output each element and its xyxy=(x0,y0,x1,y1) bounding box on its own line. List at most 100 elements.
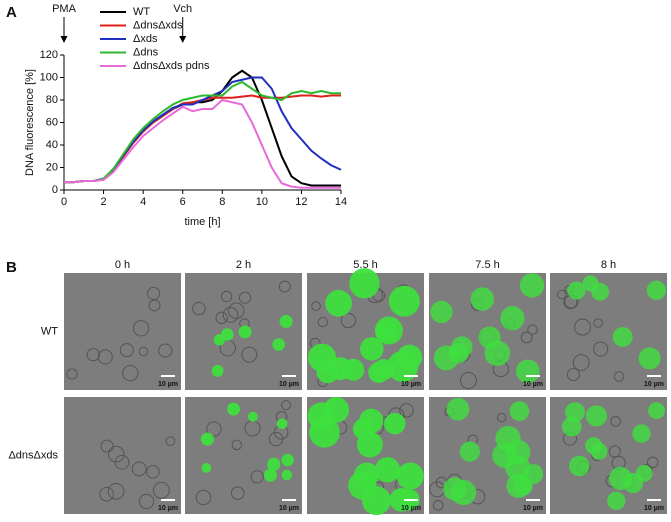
y-tick-label: 120 xyxy=(40,49,58,61)
scale-bar-label: 10 µm xyxy=(523,505,543,512)
cell xyxy=(278,280,291,293)
legend-label: ΔdnsΔxds pdns xyxy=(133,60,210,72)
series-line xyxy=(64,69,341,187)
panel-label: B xyxy=(6,259,17,276)
cell xyxy=(148,299,161,312)
dna-stain xyxy=(591,282,610,301)
cell xyxy=(496,412,507,423)
cell xyxy=(608,445,621,458)
x-tick-label: 14 xyxy=(335,196,347,208)
cell xyxy=(146,465,160,479)
dna-stain xyxy=(470,287,495,311)
micrograph: 10 µm xyxy=(64,397,181,514)
dna-stain xyxy=(505,455,531,481)
dna-stain xyxy=(433,345,459,371)
cell xyxy=(527,324,538,335)
cell xyxy=(132,320,150,337)
cell xyxy=(119,343,134,358)
dna-stain xyxy=(608,466,633,490)
dna-stain xyxy=(500,306,525,331)
dna-stain xyxy=(446,397,470,421)
dna-stain xyxy=(281,453,294,467)
scale-bar-label: 10 µm xyxy=(401,505,421,512)
cell xyxy=(566,367,580,382)
dna-stain xyxy=(227,402,240,416)
cell xyxy=(317,316,328,328)
y-tick-label: 100 xyxy=(40,71,58,83)
row-label: ΔdnsΔxds xyxy=(8,449,58,461)
x-tick-label: 8 xyxy=(219,196,225,208)
dna-stain xyxy=(648,402,665,420)
x-tick-label: 2 xyxy=(101,196,107,208)
arrow-head xyxy=(179,36,187,43)
annotation: PMA xyxy=(52,3,77,15)
cell xyxy=(97,349,113,365)
dna-stain xyxy=(354,462,379,488)
dna-stain xyxy=(325,289,352,317)
dna-stain xyxy=(396,344,423,370)
x-tick-label: 4 xyxy=(140,196,146,208)
cell xyxy=(241,346,258,363)
dna-stain xyxy=(267,457,281,471)
y-tick-label: 40 xyxy=(46,139,58,151)
cell xyxy=(572,354,590,371)
dna-stain xyxy=(632,424,651,443)
cell xyxy=(340,312,357,329)
annotation: Vch xyxy=(173,3,192,15)
cell xyxy=(432,500,444,511)
scale-bar-label: 10 µm xyxy=(158,505,178,512)
dna-stain xyxy=(349,268,380,299)
x-axis-label: time [h] xyxy=(184,216,220,228)
dna-stain xyxy=(374,457,401,483)
cell xyxy=(613,371,625,382)
dna-stain xyxy=(396,462,424,490)
y-axis-label: DNA fluorescence [%] xyxy=(24,69,36,176)
micrograph: 10 µm xyxy=(185,273,302,390)
cell xyxy=(222,307,239,323)
cell xyxy=(228,302,245,320)
cell xyxy=(460,372,477,390)
cell xyxy=(122,364,139,382)
cell xyxy=(206,421,222,437)
dna-stain xyxy=(509,401,530,421)
cell xyxy=(520,331,533,344)
y-tick-label: 20 xyxy=(46,161,58,173)
cell xyxy=(268,431,284,447)
scale-bar-label: 10 µm xyxy=(401,381,421,388)
scale-bar-label: 10 µm xyxy=(644,505,664,512)
micrograph: 10 µm xyxy=(550,397,667,514)
cell xyxy=(158,343,173,358)
dna-stain xyxy=(307,402,335,430)
dna-stain xyxy=(484,340,511,366)
scale-bar-label: 10 µm xyxy=(523,381,543,388)
cell xyxy=(574,318,592,336)
series-line xyxy=(64,98,341,189)
dna-stain xyxy=(281,469,293,481)
cell xyxy=(165,436,176,446)
x-tick-label: 12 xyxy=(295,196,307,208)
scale-bar-label: 10 µm xyxy=(644,381,664,388)
dna-stain xyxy=(342,358,365,381)
cell xyxy=(556,289,567,300)
dna-stain xyxy=(362,486,391,516)
cell xyxy=(280,400,292,411)
cell xyxy=(399,403,414,418)
micrograph: 10 µm xyxy=(550,273,667,390)
y-tick-label: 80 xyxy=(46,94,58,106)
dna-stain xyxy=(201,462,212,473)
cell xyxy=(66,368,78,380)
cell xyxy=(138,493,155,510)
x-tick-label: 6 xyxy=(180,196,186,208)
cell xyxy=(131,461,147,477)
cell xyxy=(107,482,125,500)
cell xyxy=(593,341,609,357)
cell xyxy=(86,348,100,362)
dna-stain xyxy=(567,281,586,300)
dna-stain xyxy=(238,325,252,339)
dna-stain xyxy=(430,300,453,324)
cell xyxy=(215,311,228,325)
panel-label: A xyxy=(6,4,17,21)
micrograph: 10 µm xyxy=(307,268,424,390)
cell xyxy=(238,291,252,304)
